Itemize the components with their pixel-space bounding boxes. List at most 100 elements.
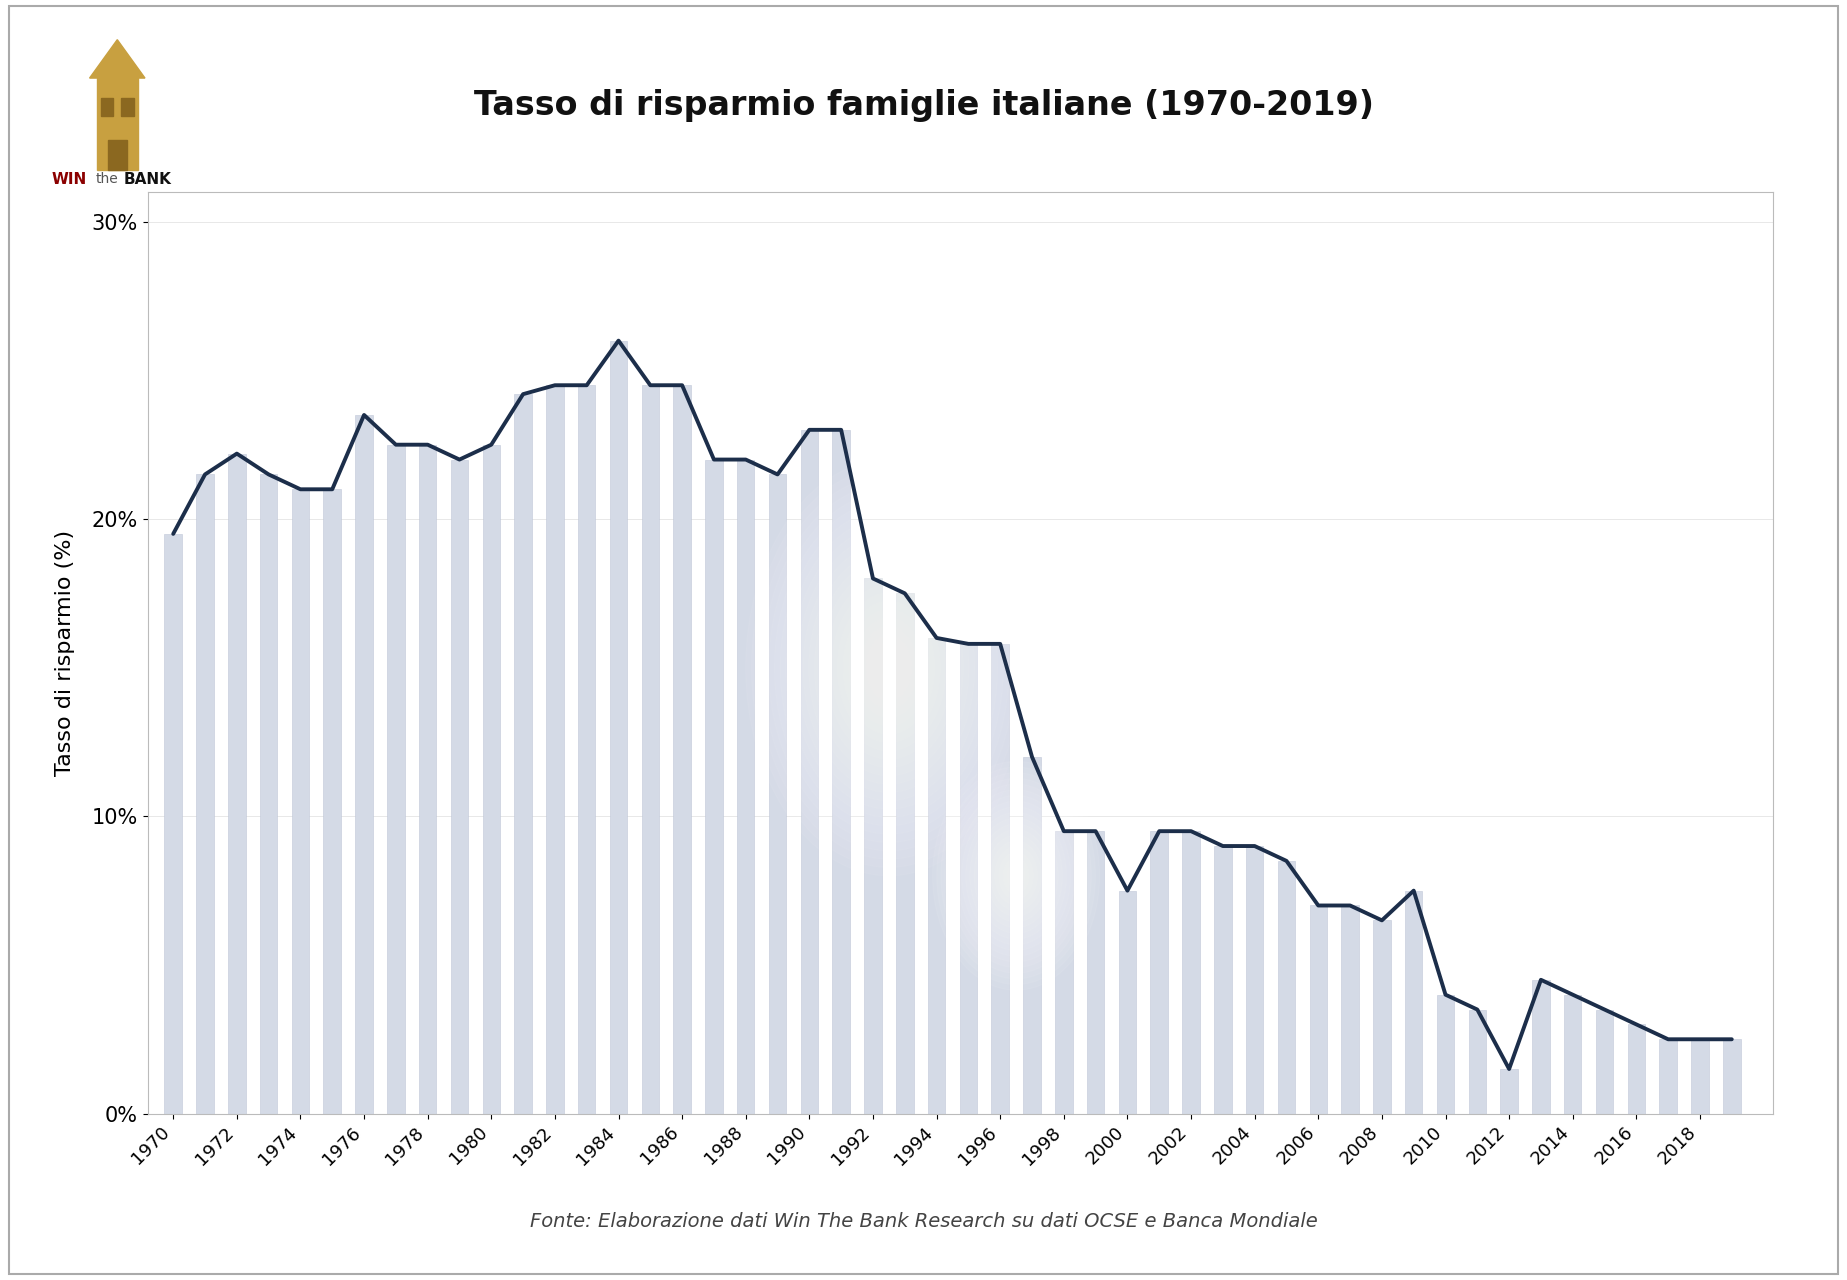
Polygon shape <box>89 40 144 78</box>
Ellipse shape <box>768 493 1008 842</box>
Bar <box>833 430 850 1114</box>
Bar <box>451 460 469 1114</box>
Bar <box>1213 846 1232 1114</box>
Bar <box>1500 1069 1518 1114</box>
Ellipse shape <box>1012 869 1021 882</box>
Bar <box>1468 1010 1487 1114</box>
Ellipse shape <box>746 460 1032 876</box>
Bar <box>737 460 754 1114</box>
Ellipse shape <box>1007 864 1025 888</box>
Y-axis label: Tasso di risparmio (%): Tasso di risparmio (%) <box>55 530 76 776</box>
Bar <box>1278 861 1295 1114</box>
Text: Tasso di risparmio famiglie italiane (1970-2019): Tasso di risparmio famiglie italiane (19… <box>473 88 1374 122</box>
Ellipse shape <box>957 795 1075 956</box>
Ellipse shape <box>872 643 907 692</box>
Ellipse shape <box>803 543 975 792</box>
Bar <box>1023 756 1040 1114</box>
Text: the: the <box>96 172 118 186</box>
Ellipse shape <box>826 576 951 759</box>
Bar <box>1341 905 1359 1114</box>
Bar <box>1437 995 1454 1114</box>
Ellipse shape <box>752 468 1027 868</box>
Bar <box>610 340 628 1114</box>
Bar <box>96 78 139 170</box>
Ellipse shape <box>837 593 940 742</box>
Bar <box>1086 831 1105 1114</box>
Bar <box>1659 1039 1677 1114</box>
Bar <box>578 385 595 1114</box>
Ellipse shape <box>798 535 981 801</box>
Bar <box>1182 831 1201 1114</box>
Bar <box>227 453 246 1114</box>
Ellipse shape <box>953 790 1079 961</box>
Ellipse shape <box>779 509 997 826</box>
Ellipse shape <box>855 618 924 718</box>
Bar <box>107 140 127 170</box>
Ellipse shape <box>970 813 1062 940</box>
Text: Fonte: Elaborazione dati Win The Bank Research su dati OCSE e Banca Mondiale: Fonte: Elaborazione dati Win The Bank Re… <box>530 1212 1317 1231</box>
Bar <box>122 99 135 116</box>
Ellipse shape <box>785 518 992 818</box>
Bar <box>768 475 787 1114</box>
Ellipse shape <box>946 778 1088 973</box>
Bar <box>1119 891 1136 1114</box>
Bar <box>992 644 1008 1114</box>
Bar <box>1564 995 1581 1114</box>
Ellipse shape <box>966 806 1066 945</box>
Bar <box>1692 1039 1708 1114</box>
Bar <box>800 430 818 1114</box>
Ellipse shape <box>883 659 894 676</box>
Bar <box>388 444 404 1114</box>
Bar <box>1596 1010 1612 1114</box>
Text: WIN: WIN <box>52 172 87 187</box>
Bar <box>1151 831 1167 1114</box>
Bar <box>100 99 113 116</box>
Bar <box>482 444 501 1114</box>
Ellipse shape <box>809 552 970 785</box>
Bar <box>1723 1039 1740 1114</box>
Bar <box>1533 979 1550 1114</box>
Bar <box>1310 905 1326 1114</box>
Ellipse shape <box>986 835 1045 916</box>
Ellipse shape <box>757 476 1021 859</box>
Ellipse shape <box>877 652 899 685</box>
Bar <box>1247 846 1263 1114</box>
Bar <box>1055 831 1073 1114</box>
Bar <box>960 644 977 1114</box>
Text: BANK: BANK <box>124 172 172 187</box>
Ellipse shape <box>940 773 1092 979</box>
Ellipse shape <box>949 785 1082 968</box>
Ellipse shape <box>933 762 1099 991</box>
Ellipse shape <box>820 568 957 768</box>
Bar <box>1627 1024 1646 1114</box>
Ellipse shape <box>990 841 1042 910</box>
Bar <box>896 594 914 1114</box>
Bar <box>706 460 722 1114</box>
Ellipse shape <box>973 818 1058 933</box>
Bar <box>864 579 881 1114</box>
Bar <box>513 394 532 1114</box>
Ellipse shape <box>850 609 929 726</box>
Ellipse shape <box>979 824 1055 928</box>
Bar <box>260 475 277 1114</box>
Ellipse shape <box>831 585 946 751</box>
Bar <box>927 637 946 1114</box>
Ellipse shape <box>936 767 1095 984</box>
Bar <box>196 475 214 1114</box>
Ellipse shape <box>999 852 1032 900</box>
Ellipse shape <box>763 485 1014 851</box>
Ellipse shape <box>983 829 1049 922</box>
Bar <box>164 534 183 1114</box>
Ellipse shape <box>815 559 964 776</box>
Bar <box>674 385 691 1114</box>
Ellipse shape <box>1003 858 1029 893</box>
Bar <box>419 444 436 1114</box>
Bar <box>292 489 308 1114</box>
Ellipse shape <box>962 801 1071 951</box>
Bar <box>1406 891 1422 1114</box>
Bar <box>1372 920 1391 1114</box>
Ellipse shape <box>842 602 935 735</box>
Bar <box>355 415 373 1114</box>
Bar <box>323 489 342 1114</box>
Ellipse shape <box>866 635 912 701</box>
